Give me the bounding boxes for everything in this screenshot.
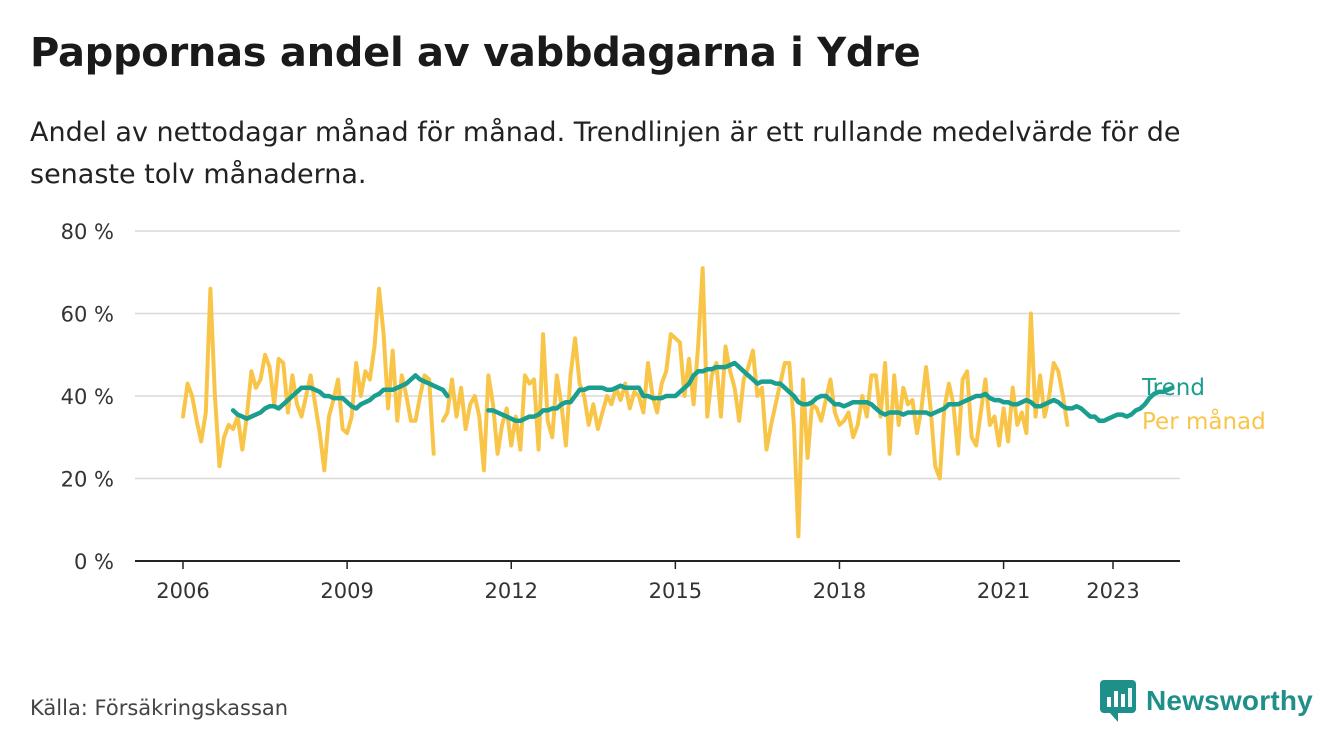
y-tick-label: 60 % [61,303,114,327]
newsworthy-logo-icon [1100,680,1136,722]
chart-subtitle: Andel av nettodagar månad för månad. Tre… [30,117,1181,190]
brand-name: Newsworthy [1146,685,1313,716]
source-note: Källa: Försäkringskassan [30,696,289,720]
monthly-line-segment [181,286,436,473]
chart-title: Pappornas andel av vabbdagarna i Ydre [30,30,921,76]
y-tick-label: 0 % [74,550,114,574]
series-labels: Per månad Trend [1141,375,1266,435]
brand-logo: Newsworthy [1100,680,1313,722]
x-tick-label: 2006 [156,579,209,603]
trend-line-segment [486,360,1175,424]
y-axis-ticks: 0 % 20 % 40 % 60 % 80 % [61,220,114,574]
monthly-line-segment [440,266,1070,539]
trend-line-segment [230,373,450,421]
x-tick-label: 2009 [320,579,373,603]
x-tick-label: 2021 [977,579,1030,603]
y-tick-label: 20 % [61,468,114,492]
trend-series-label: Trend [1141,375,1205,401]
x-tick-label: 2012 [485,579,538,603]
x-axis-ticks: 2006 2009 2012 2015 2018 2021 2023 [156,561,1140,603]
x-tick-label: 2023 [1086,579,1139,603]
series-lines [181,266,1175,539]
x-tick-label: 2015 [649,579,702,603]
x-tick-label: 2018 [813,579,866,603]
monthly-series-label: Per månad [1142,407,1266,435]
y-tick-label: 40 % [61,385,114,409]
gridlines [135,230,1180,562]
y-tick-label: 80 % [61,220,114,244]
